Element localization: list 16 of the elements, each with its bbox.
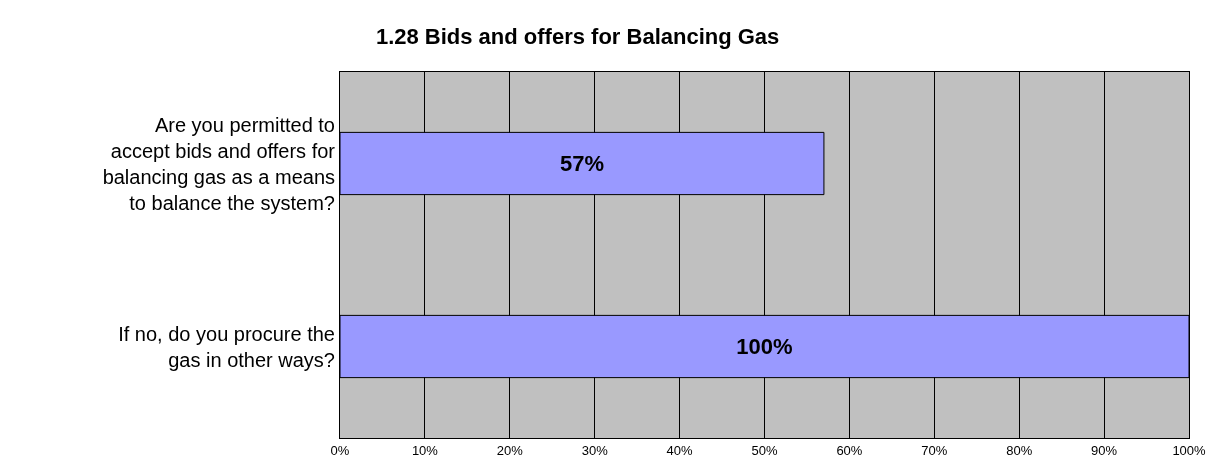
x-tick-label: 10% <box>411 442 439 458</box>
data-label: 57% <box>559 151 604 176</box>
x-tick-label: 40% <box>666 442 694 458</box>
x-tick-label: 0% <box>330 442 350 458</box>
y-tick-label: Are you permitted to accept bids and offers for balancing gas as a means to balance the system? <box>102 113 336 214</box>
y-tick-label: If no, do you procure the gas in other ways? <box>118 322 335 371</box>
x-tick-label: 20% <box>496 442 524 458</box>
data-label: 100% <box>736 334 793 359</box>
x-tick-label: 100% <box>1172 442 1207 458</box>
x-tick-label: 60% <box>836 442 863 458</box>
x-tick-label: 70% <box>921 442 948 458</box>
x-tick-label: 90% <box>1091 442 1118 458</box>
chart-title: 1.28 Bids and offers for Balancing Gas <box>375 23 780 49</box>
x-tick-label: 30% <box>581 442 609 458</box>
x-tick-label: 80% <box>1006 442 1033 458</box>
x-tick-label: 50% <box>751 442 778 458</box>
